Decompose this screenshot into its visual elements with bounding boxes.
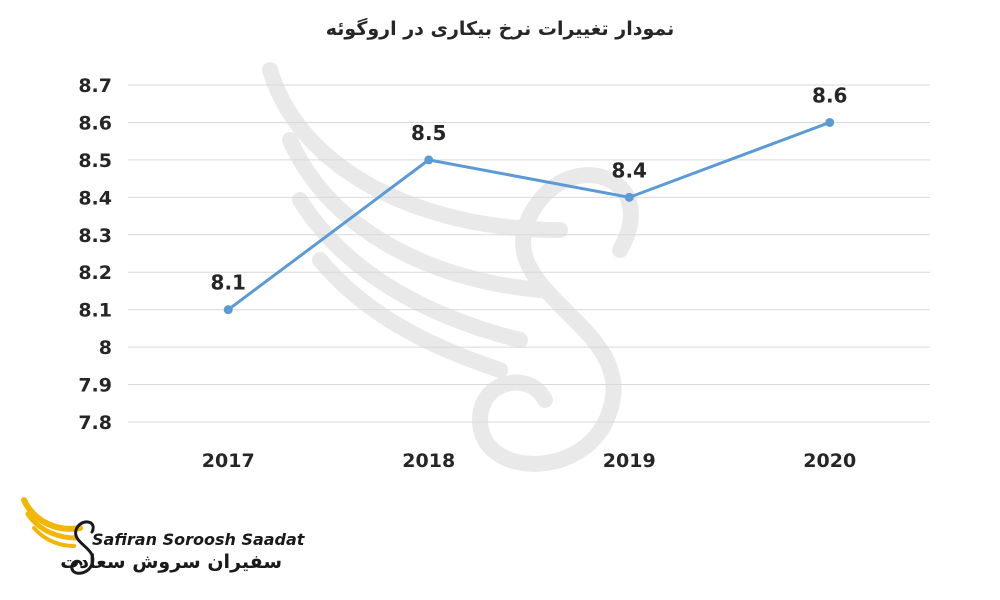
y-tick-label: 8.1	[78, 300, 112, 322]
y-tick-label: 8.4	[78, 187, 112, 209]
data-point	[825, 117, 835, 127]
y-tick-label: 8	[99, 337, 112, 359]
data-label: 8.1	[211, 271, 246, 295]
bird-wing-icon	[21, 497, 95, 575]
company-logo	[18, 492, 318, 592]
data-label: 8.6	[812, 83, 847, 107]
y-tick-label: 8.7	[78, 75, 112, 97]
y-tick-label: 8.5	[78, 150, 112, 172]
data-point	[223, 305, 233, 315]
data-point	[624, 192, 634, 202]
data-label: 8.5	[411, 121, 446, 145]
y-tick-label: 8.2	[78, 262, 112, 284]
data-point	[424, 155, 434, 165]
x-tick-label: 2017	[202, 450, 255, 472]
y-tick-label: 7.8	[78, 412, 112, 434]
chart-title: نمودار تغییرات نرخ بیکاری در اروگوئه	[325, 18, 675, 40]
logo-name-persian: سفیران سروش سعادت	[60, 551, 282, 573]
x-tick-label: 2019	[603, 450, 656, 472]
y-tick-label: 8.6	[78, 112, 112, 134]
series-line	[227, 121, 831, 311]
x-tick-label: 2018	[402, 450, 455, 472]
x-tick-label: 2020	[803, 450, 856, 472]
watermark-bird-logo	[262, 62, 639, 472]
data-label: 8.4	[612, 158, 647, 182]
logo-name-english: Safiran Soroosh Saadat	[92, 530, 305, 549]
y-tick-label: 7.9	[78, 375, 112, 397]
y-tick-label: 8.3	[78, 225, 112, 247]
